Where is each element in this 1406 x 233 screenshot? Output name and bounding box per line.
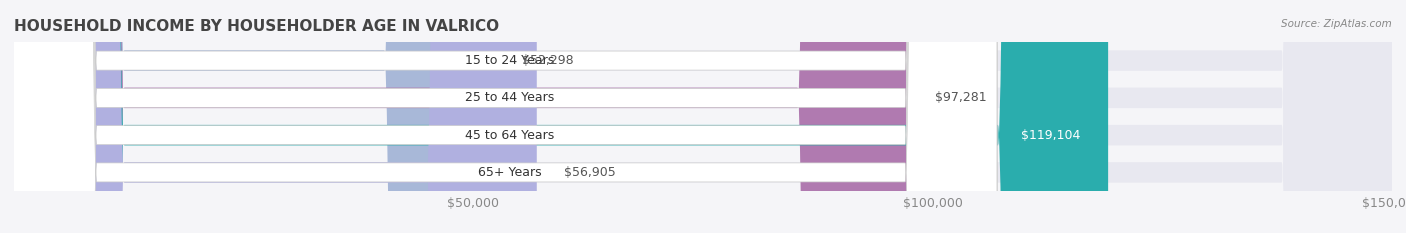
Text: HOUSEHOLD INCOME BY HOUSEHOLDER AGE IN VALRICO: HOUSEHOLD INCOME BY HOUSEHOLDER AGE IN V… (14, 19, 499, 34)
FancyBboxPatch shape (14, 0, 1392, 233)
FancyBboxPatch shape (14, 0, 908, 233)
FancyBboxPatch shape (4, 0, 997, 233)
Text: $56,905: $56,905 (564, 166, 616, 179)
FancyBboxPatch shape (4, 0, 997, 233)
Text: 15 to 24 Years: 15 to 24 Years (465, 54, 555, 67)
Text: $119,104: $119,104 (1021, 129, 1081, 142)
Text: 65+ Years: 65+ Years (478, 166, 541, 179)
FancyBboxPatch shape (14, 0, 1392, 233)
FancyBboxPatch shape (4, 0, 997, 233)
FancyBboxPatch shape (14, 0, 1392, 233)
FancyBboxPatch shape (14, 0, 1392, 233)
FancyBboxPatch shape (4, 0, 997, 233)
Text: 25 to 44 Years: 25 to 44 Years (465, 91, 555, 104)
Text: Source: ZipAtlas.com: Source: ZipAtlas.com (1281, 19, 1392, 29)
FancyBboxPatch shape (14, 0, 1108, 233)
FancyBboxPatch shape (14, 0, 537, 233)
Text: 45 to 64 Years: 45 to 64 Years (465, 129, 555, 142)
Text: $97,281: $97,281 (935, 91, 987, 104)
FancyBboxPatch shape (14, 0, 495, 233)
Text: $52,298: $52,298 (522, 54, 574, 67)
